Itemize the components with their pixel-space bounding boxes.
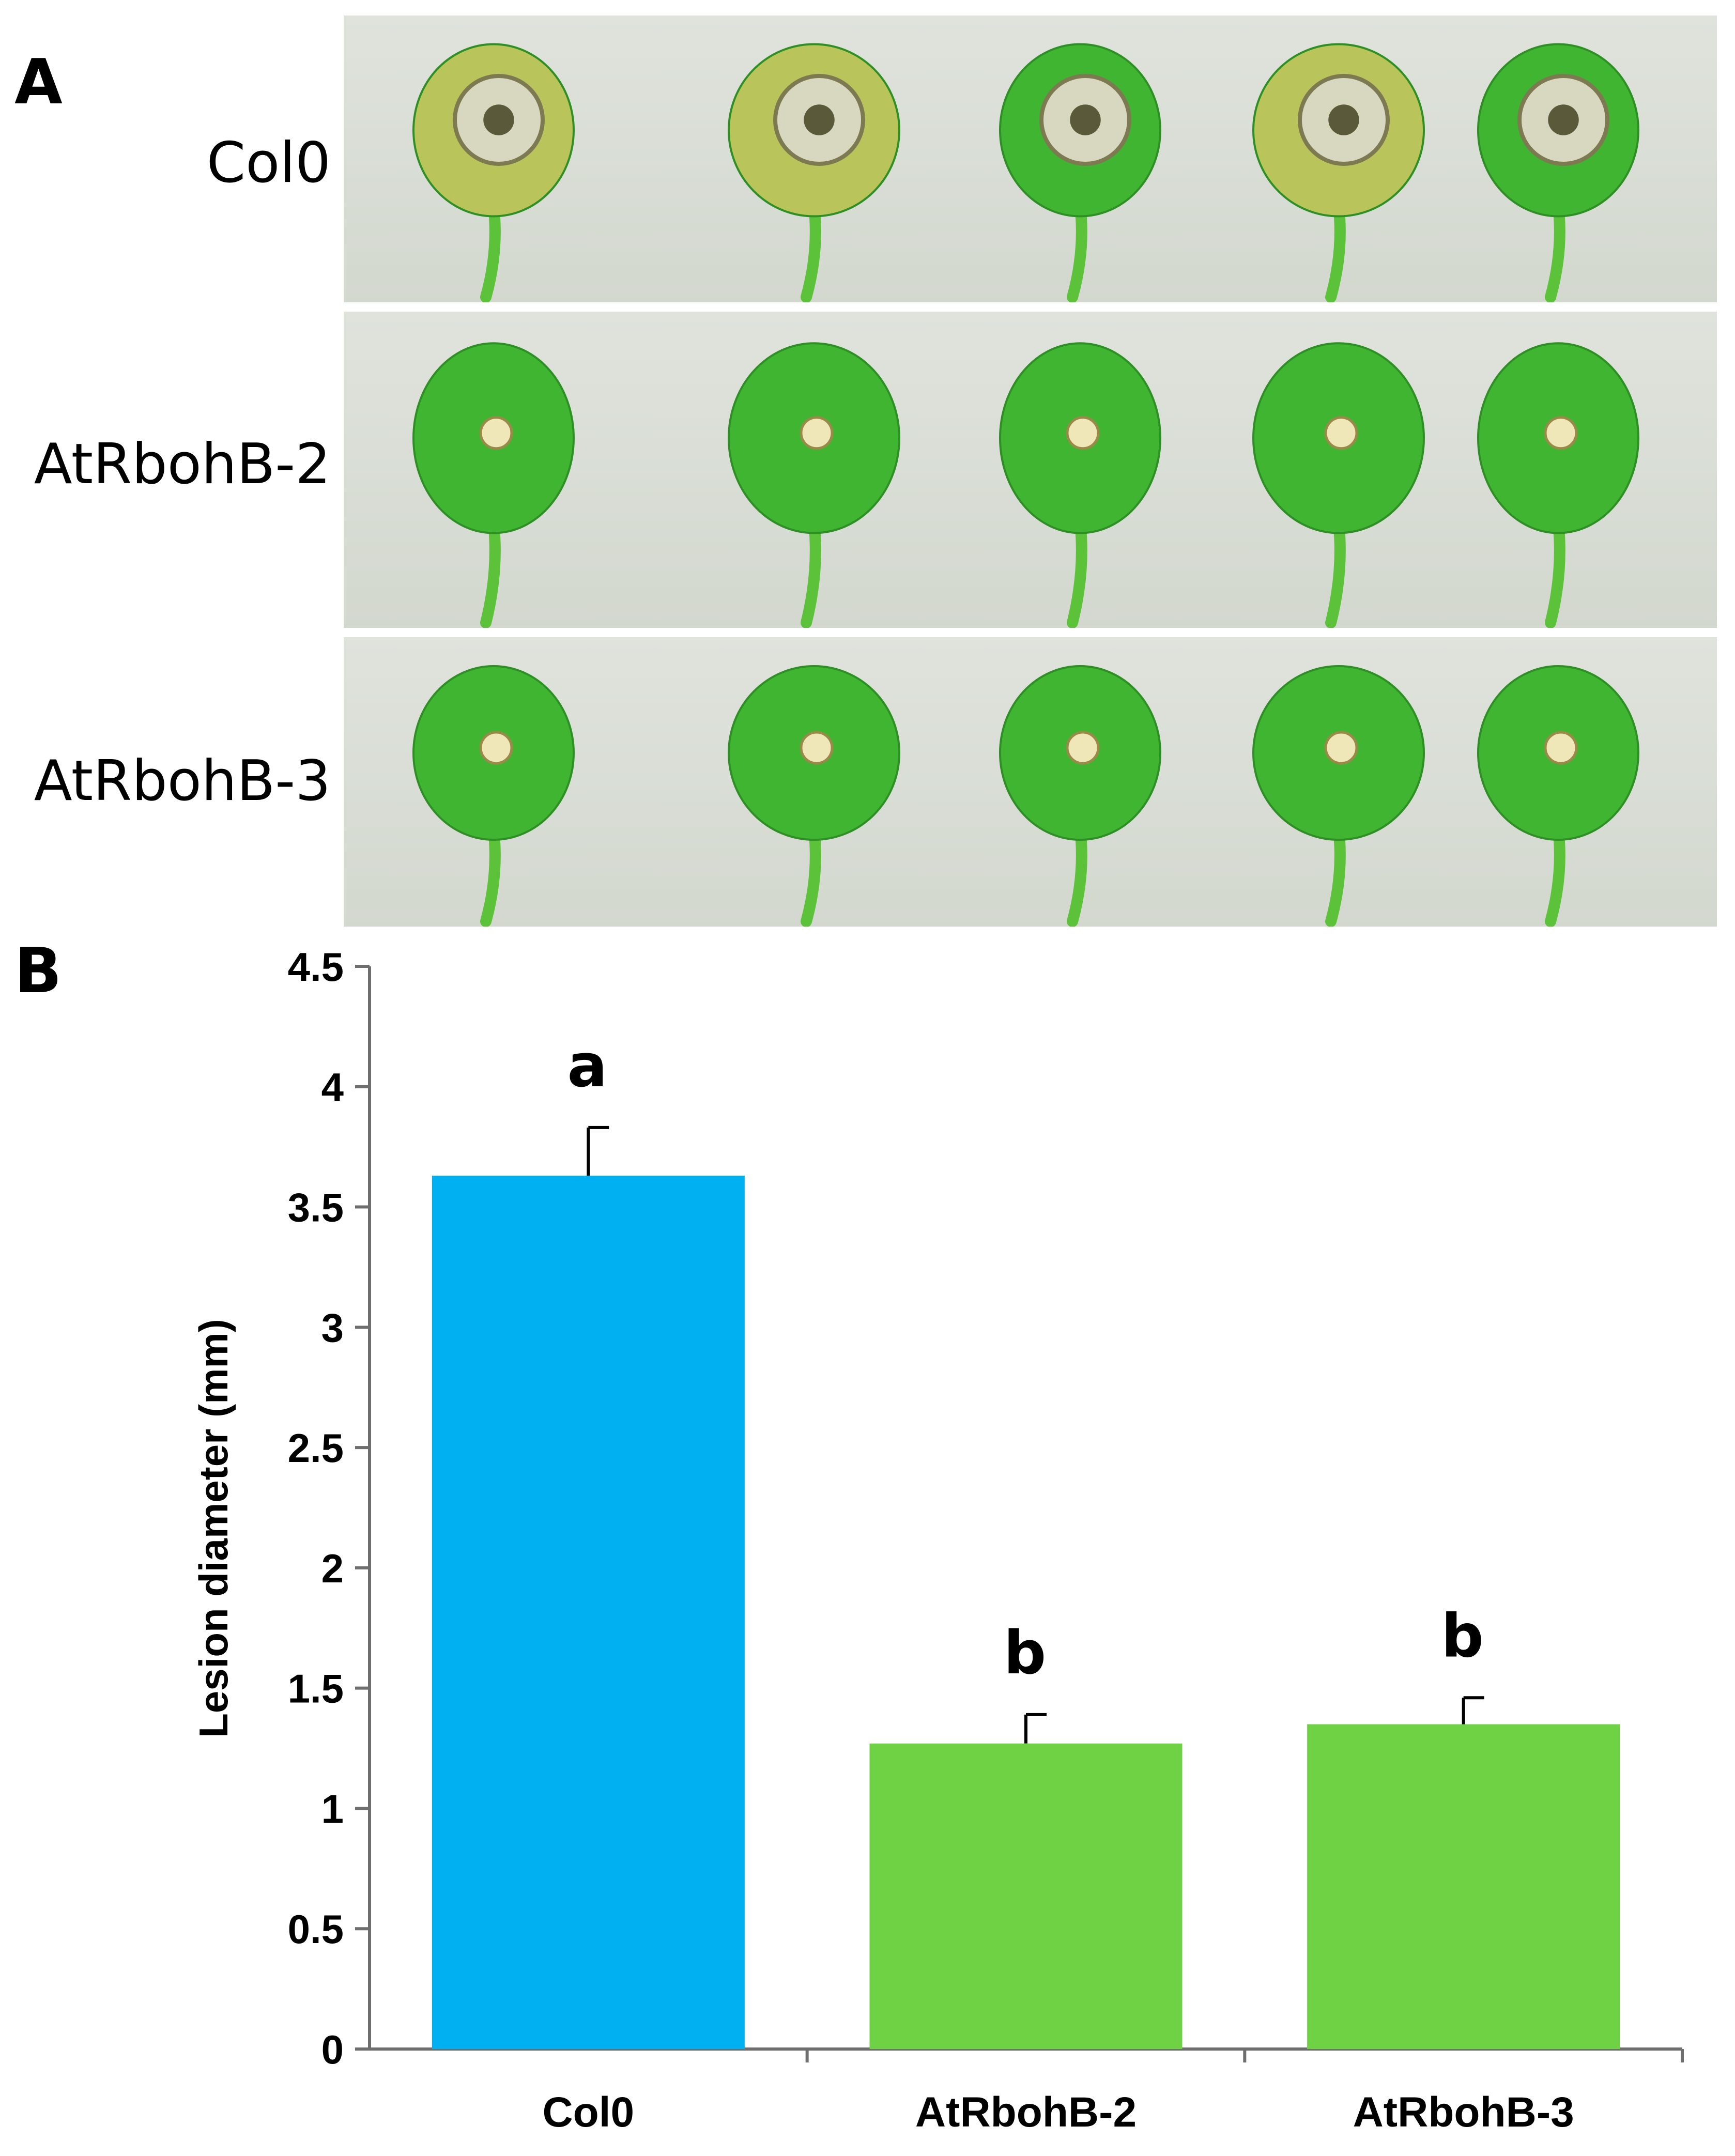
leaf — [1252, 43, 1425, 302]
y-tick-label: 0.5 — [288, 1906, 344, 1952]
y-tick-label: 0 — [321, 2027, 344, 2072]
leaf — [1477, 342, 1639, 628]
panel-b-letter: B — [14, 935, 62, 1007]
leaf — [999, 43, 1161, 302]
leaf — [412, 43, 575, 302]
y-tick-label: 3 — [321, 1305, 344, 1350]
bar-atrbohb-3 — [1307, 1724, 1620, 2049]
leaf-photo-atrbohb-2 — [344, 312, 1717, 628]
panel-a-letter: A — [14, 47, 63, 118]
significance-label: a — [567, 1031, 608, 1101]
leaf-row-col0 — [412, 43, 1639, 302]
leaf — [412, 342, 575, 628]
x-tick-label: AtRbohB-2 — [915, 2089, 1137, 2136]
leaf — [1477, 43, 1639, 302]
y-axis-label: Lesion diameter (mm) — [191, 1319, 236, 1738]
y-tick-label: 1 — [321, 1786, 344, 1831]
leaf — [728, 43, 900, 302]
row-label-atrbohb-3: AtRbohB-3 — [34, 749, 331, 813]
row-label-atrbohb-2: AtRbohB-2 — [34, 432, 331, 497]
leaf — [728, 665, 900, 927]
leaf — [999, 342, 1161, 628]
leaf-photo-col0 — [344, 16, 1717, 302]
leaf — [1252, 665, 1425, 927]
y-tick-label: 1.5 — [288, 1666, 344, 1712]
x-tick-label: Col0 — [542, 2089, 634, 2136]
row-label-col0: Col0 — [206, 131, 331, 195]
y-tick-label: 2 — [321, 1546, 344, 1591]
x-tick-label: AtRbohB-3 — [1353, 2089, 1574, 2136]
leaf-row-atrbohb-2 — [412, 342, 1639, 628]
leaf-photo-atrbohb-3 — [344, 637, 1717, 927]
y-tick-label: 3.5 — [288, 1185, 344, 1230]
y-tick-label: 4.5 — [288, 944, 344, 990]
leaf — [999, 665, 1161, 927]
leaf — [1477, 665, 1639, 927]
leaf-row-atrbohb-3 — [412, 665, 1639, 927]
bar-atrbohb-2 — [869, 1743, 1183, 2049]
leaf — [1252, 342, 1425, 628]
y-tick-label: 4 — [321, 1065, 344, 1110]
leaf — [412, 665, 575, 927]
significance-label: b — [1441, 1601, 1484, 1671]
y-tick-label: 2.5 — [288, 1425, 344, 1471]
leaf — [728, 342, 900, 628]
bar-col0 — [432, 1176, 745, 2049]
significance-label: b — [1004, 1619, 1046, 1688]
